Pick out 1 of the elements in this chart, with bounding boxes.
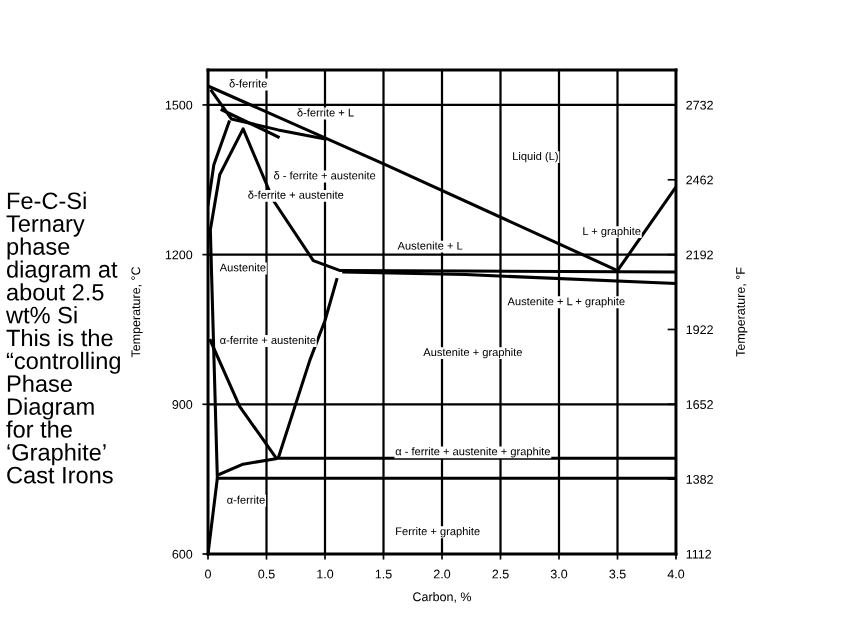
chart-title: Fe-C-Si Ternary phase diagram at about 2.5 wt% Si This is the “controlling Phase Diagram for the ‘Graphite’ Cast Irons [5, 191, 120, 484]
